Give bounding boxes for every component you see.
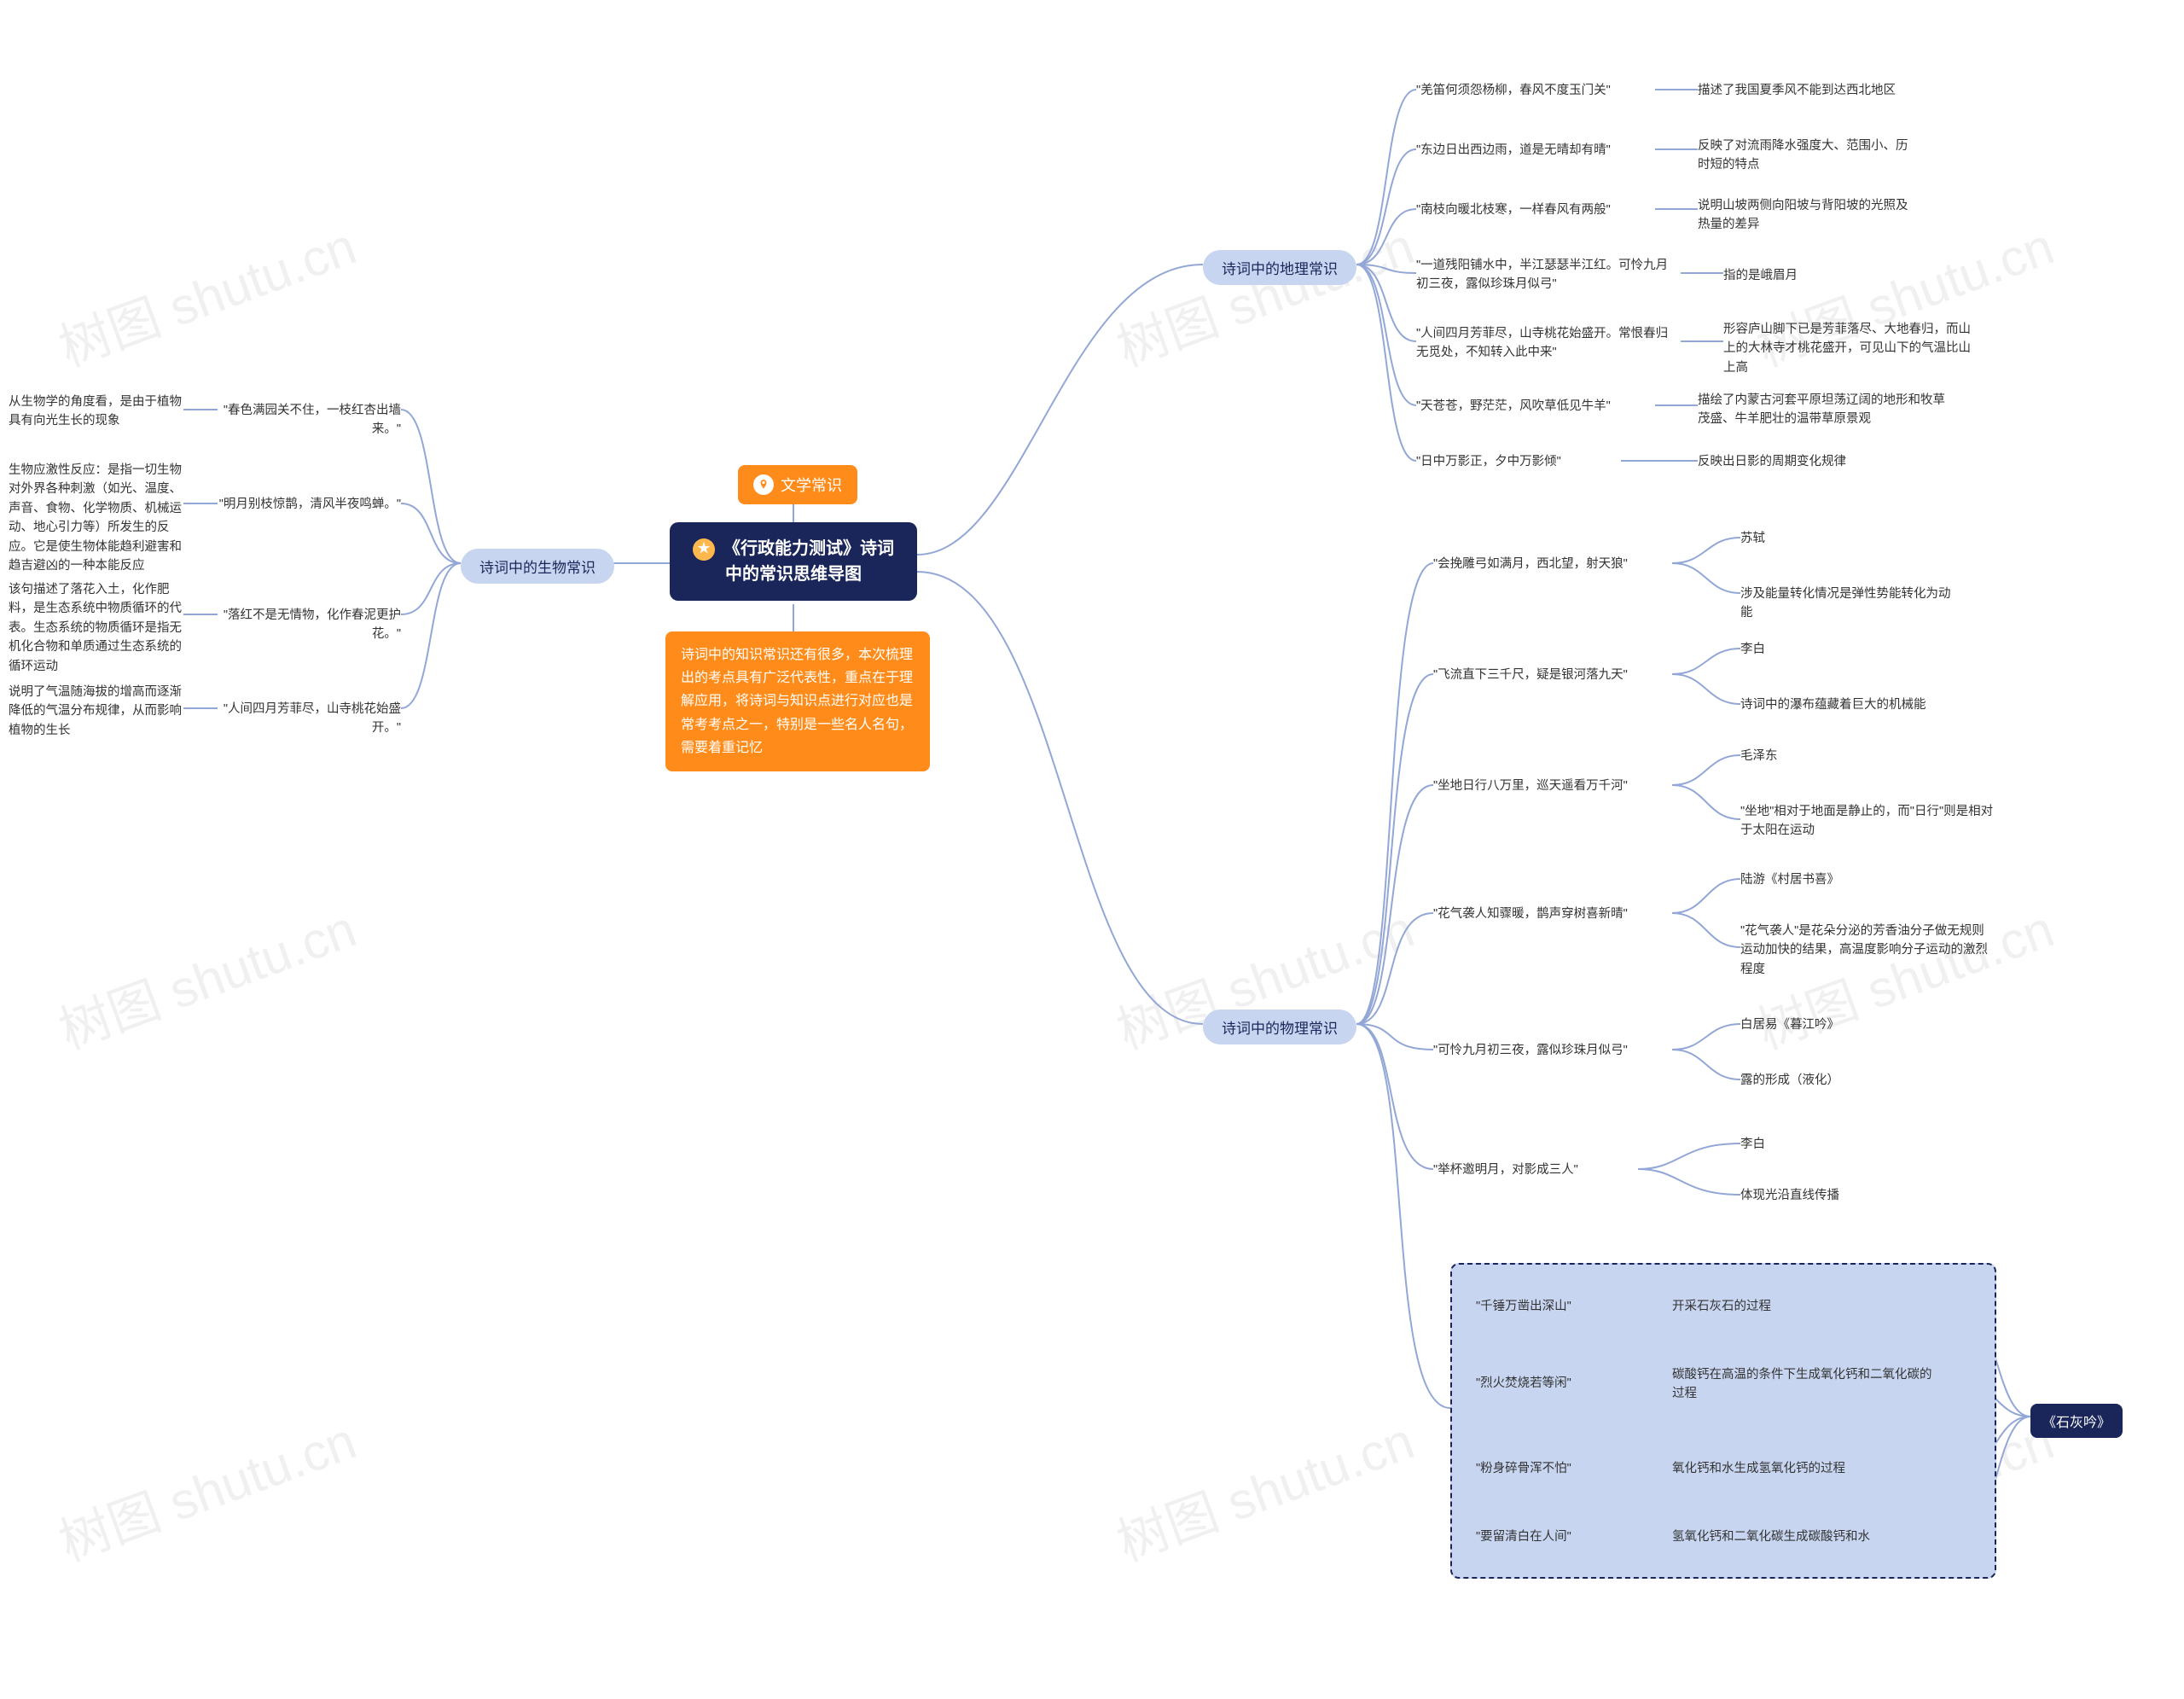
phys-note-1: 诗词中的瀑布蕴藏着巨大的机械能 (1740, 695, 1926, 714)
geo-quote-6: "日中万影正，夕中万影倾" (1416, 452, 1561, 471)
geo-quote-4: "人间四月芳菲尽，山寺桃花始盛开。常恨春归无觅处，不知转入此中来" (1416, 324, 1672, 363)
summary-text: 诗词中的知识常识还有很多，本次梳理出的考点具有广泛代表性，重点在于理解应用，将诗… (681, 648, 913, 755)
shihuiyin-answer-0: 开采石灰石的过程 (1672, 1297, 1771, 1316)
watermark: 树图 shutu.cn (1106, 205, 1422, 381)
branch-biology: 诗词中的生物常识 (461, 549, 614, 584)
phys-note-3: "花气袭人"是花朵分泌的芳香油分子做无规则运动加快的结果，高温度影响分子运动的激… (1740, 922, 1996, 979)
geo-answer-5: 描绘了内蒙古河套平原坦荡辽阔的地形和牧草茂盛、牛羊肥壮的温带草原景观 (1698, 391, 1954, 429)
shihuiyin-answer-2: 氧化钙和水生成氢氧化钙的过程 (1672, 1459, 1845, 1478)
phys-note-4: 露的形成（液化） (1740, 1071, 1839, 1090)
shihuiyin-quote-1: "烈火焚烧若等闲" (1476, 1374, 1571, 1393)
watermark: 树图 shutu.cn (1106, 1399, 1422, 1575)
bio-answer-2: 该句描述了落花入土，化作肥料，是生态系统中物质循环的代表。生态系统的物质循环是指… (9, 580, 183, 676)
root-title: 《行政能力测试》诗词中的常识思维导图 (723, 539, 894, 584)
phys-quote-5: "举杯邀明月，对影成三人" (1433, 1161, 1578, 1179)
bio-quote-0: "春色满园关不住，一枝红杏出墙来。" (218, 401, 401, 439)
phys-note-0: 涉及能量转化情况是弹性势能转化为动能 (1740, 585, 1962, 623)
geo-answer-1: 反映了对流雨降水强度大、范围小、历时短的特点 (1698, 137, 1920, 175)
phys-author-1: 李白 (1740, 640, 1765, 659)
phys-quote-2: "坐地日行八万里，巡天遥看万千河" (1433, 777, 1628, 795)
phys-note-2: "坐地"相对于地面是静止的，而"日行"则是相对于太阳在运动 (1740, 802, 1996, 841)
tag-label: 文学常识 (781, 474, 842, 496)
geo-answer-6: 反映出日影的周期变化规律 (1698, 452, 1846, 471)
geo-quote-2: "南枝向暖北枝寒，一样春风有两般" (1416, 201, 1611, 219)
geo-quote-0: "羌笛何须怨杨柳，春风不度玉门关" (1416, 81, 1611, 100)
shihuiyin-answer-3: 氢氧化钙和二氧化碳生成碳酸钙和水 (1672, 1527, 1870, 1546)
branch-geography: 诗词中的地理常识 (1203, 250, 1356, 285)
phys-quote-4: "可怜九月初三夜，露似珍珠月似弓" (1433, 1041, 1628, 1060)
phys-note-5: 体现光沿直线传播 (1740, 1186, 1839, 1205)
phys-author-5: 李白 (1740, 1135, 1765, 1154)
phys-author-2: 毛泽东 (1740, 747, 1778, 765)
bio-answer-1: 生物应激性反应：是指一切生物对外界各种刺激（如光、温度、声音、食物、化学物质、机… (9, 461, 183, 576)
shihuiyin-title: 《石灰吟》 (2030, 1404, 2123, 1438)
geo-quote-1: "东边日出西边雨，道是无晴却有晴" (1416, 141, 1611, 160)
bio-quote-2: "落红不是无情物，化作春泥更护花。" (218, 606, 401, 644)
phys-quote-1: "飞流直下三千尺，疑是银河落九天" (1433, 666, 1628, 684)
tag-literature: 文学常识 (738, 465, 857, 504)
bio-answer-0: 从生物学的角度看，是由于植物具有向光生长的现象 (9, 393, 183, 431)
bio-quote-3: "人间四月芳菲尽，山寺桃花始盛开。" (218, 700, 401, 738)
shihuiyin-answer-1: 碳酸钙在高温的条件下生成氧化钙和二氧化碳的过程 (1672, 1365, 1937, 1404)
root-node: 《行政能力测试》诗词中的常识思维导图 (670, 522, 917, 601)
phys-quote-3: "花气袭人知骤暖，鹊声穿树喜新晴" (1433, 905, 1628, 923)
phys-author-4: 白居易《暮江吟》 (1740, 1015, 1839, 1034)
phys-quote-0: "会挽雕弓如满月，西北望，射天狼" (1433, 555, 1628, 573)
watermark: 树图 shutu.cn (48, 887, 364, 1063)
star-icon (693, 538, 715, 561)
shihuiyin-quote-0: "千锤万凿出深山" (1476, 1297, 1571, 1316)
shihuiyin-quote-2: "粉身碎骨浑不怕" (1476, 1459, 1571, 1478)
bio-quote-1: "明月别枝惊鹊，清风半夜鸣蝉。" (218, 495, 401, 514)
pin-icon (753, 474, 774, 495)
phys-author-3: 陆游《村居书喜》 (1740, 870, 1839, 889)
geo-answer-2: 说明山坡两侧向阳坡与背阳坡的光照及热量的差异 (1698, 196, 1920, 235)
geo-quote-5: "天苍苍，野茫茫，风吹草低见牛羊" (1416, 397, 1611, 416)
summary-box: 诗词中的知识常识还有很多，本次梳理出的考点具有广泛代表性，重点在于理解应用，将诗… (665, 631, 930, 771)
bio-answer-3: 说明了气温随海拔的增高而逐渐降低的气温分布规律，从而影响植物的生长 (9, 683, 183, 740)
watermark: 树图 shutu.cn (48, 1399, 364, 1575)
geo-answer-3: 指的是峨眉月 (1723, 266, 1798, 285)
geo-quote-3: "一道残阳铺水中，半江瑟瑟半江红。可怜九月初三夜，露似珍珠月似弓" (1416, 256, 1672, 294)
watermark: 树图 shutu.cn (48, 205, 364, 381)
shihuiyin-quote-3: "要留清白在人间" (1476, 1527, 1571, 1546)
geo-answer-0: 描述了我国夏季风不能到达西北地区 (1698, 81, 1896, 100)
geo-answer-4: 形容庐山脚下已是芳菲落尽、大地春归，而山上的大林寺才桃花盛开，可见山下的气温比山… (1723, 320, 1979, 377)
branch-physics: 诗词中的物理常识 (1203, 1010, 1356, 1044)
phys-author-0: 苏轼 (1740, 529, 1765, 548)
